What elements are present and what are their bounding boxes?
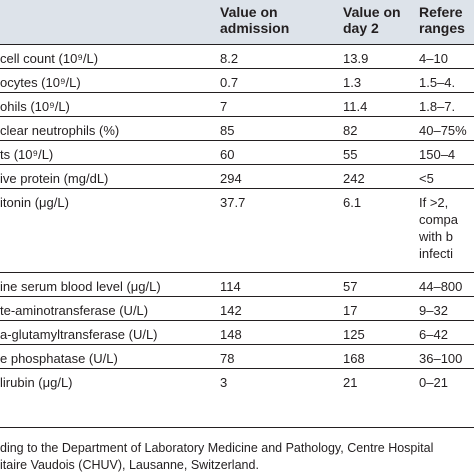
day2-value: 6.1	[343, 195, 362, 210]
admission-value: 37.7	[220, 195, 246, 210]
reference-range: 44–800	[419, 279, 463, 294]
day2-value: 82	[343, 123, 358, 138]
table-row: a-glutamyltransferase (U/L) 148 125 6–42	[0, 320, 474, 344]
test-name: ocytes (10⁹/L)	[0, 75, 81, 90]
day2-value: 13.9	[343, 51, 369, 66]
table-header: Value on admission Value on day 2 Refere…	[0, 0, 474, 44]
test-name: ts (10⁹/L)	[0, 147, 54, 162]
table-row: itonin (μg/L) 37.7 6.1 If >2, compa with…	[0, 188, 474, 272]
header-reference-ranges: Refere ranges	[419, 4, 465, 36]
reference-range: 4–10	[419, 51, 448, 66]
admission-value: 0.7	[220, 75, 239, 90]
admission-value: 114	[220, 279, 241, 294]
test-name: itonin (μg/L)	[0, 195, 69, 210]
header-value-on-day-2: Value on day 2	[343, 4, 401, 36]
reference-range: 9–32	[419, 303, 448, 318]
test-name: ohils (10⁹/L)	[0, 99, 70, 114]
reference-range: 1.8–7.	[419, 99, 456, 114]
table-row: ive protein (mg/dL) 294 242 <5	[0, 164, 474, 188]
test-name: cell count (10⁹/L)	[0, 51, 99, 66]
admission-value: 3	[220, 375, 228, 390]
admission-value: 8.2	[220, 51, 239, 66]
admission-value: 7	[220, 99, 228, 114]
table-row: ohils (10⁹/L) 7 11.4 1.8–7.	[0, 92, 474, 116]
table-row: lirubin (μg/L) 3 21 0–21	[0, 368, 474, 428]
day2-value: 242	[343, 171, 365, 186]
admission-value: 85	[220, 123, 235, 138]
admission-value: 60	[220, 147, 235, 162]
admission-value: 78	[220, 351, 235, 366]
table-row: clear neutrophils (%) 85 82 40–75%	[0, 116, 474, 140]
reference-range: 36–100	[419, 351, 463, 366]
test-name: te-aminotransferase (U/L)	[0, 303, 149, 318]
reference-range: 1.5–4.	[419, 75, 456, 90]
reference-range: If >2, compa with b infecti	[419, 195, 459, 261]
reference-range: 40–75%	[419, 123, 467, 138]
admission-value: 294	[220, 171, 242, 186]
day2-value: 125	[343, 327, 365, 342]
reference-range: 6–42	[419, 327, 448, 342]
admission-value: 142	[220, 303, 242, 318]
day2-value: 21	[343, 375, 358, 390]
day2-value: 55	[343, 147, 358, 162]
table-row: te-aminotransferase (U/L) 142 17 9–32	[0, 296, 474, 320]
day2-value: 57	[343, 279, 358, 294]
test-name: clear neutrophils (%)	[0, 123, 120, 138]
table-row: ocytes (10⁹/L) 0.7 1.3 1.5–4.	[0, 68, 474, 92]
test-name: a-glutamyltransferase (U/L)	[0, 327, 158, 342]
day2-value: 168	[343, 351, 365, 366]
table-row: e phosphatase (U/L) 78 168 36–100	[0, 344, 474, 368]
reference-range: 0–21	[419, 375, 448, 390]
header-value-on-admission: Value on admission	[220, 4, 290, 36]
reference-range: 150–4	[419, 147, 456, 162]
day2-value: 1.3	[343, 75, 362, 90]
table-row: ine serum blood level (μg/L) 114 57 44–8…	[0, 272, 474, 296]
table-footnote: ding to the Department of Laboratory Med…	[0, 441, 434, 472]
test-name: e phosphatase (U/L)	[0, 351, 118, 366]
day2-value: 11.4	[343, 99, 368, 114]
table-row: cell count (10⁹/L) 8.2 13.9 4–10	[0, 44, 474, 68]
test-name: lirubin (μg/L)	[0, 375, 73, 390]
test-name: ive protein (mg/dL)	[0, 171, 109, 186]
reference-range: <5	[419, 171, 434, 186]
admission-value: 148	[220, 327, 242, 342]
test-name: ine serum blood level (μg/L)	[0, 279, 161, 294]
table-row: ts (10⁹/L) 60 55 150–4	[0, 140, 474, 164]
day2-value: 17	[343, 303, 358, 318]
